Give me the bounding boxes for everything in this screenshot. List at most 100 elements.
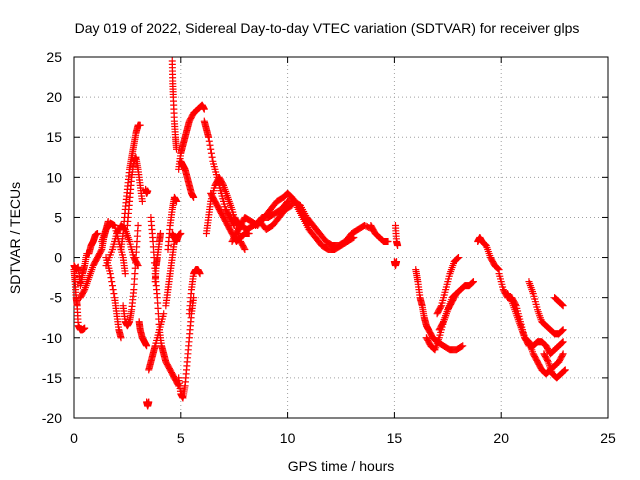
series-trace-r <box>168 57 181 153</box>
grid <box>74 57 608 418</box>
series-trace-ah <box>412 266 467 354</box>
series-trace-aj <box>433 254 462 318</box>
data-point <box>200 105 208 113</box>
y-tick-label: 25 <box>46 49 62 65</box>
data-point <box>190 193 198 201</box>
series-trace-j <box>135 318 151 350</box>
data-point <box>145 398 153 406</box>
data-point <box>241 246 249 254</box>
data-point <box>81 324 89 332</box>
series-trace-u <box>175 294 198 402</box>
data-point <box>459 342 467 350</box>
data-point <box>543 357 551 365</box>
series-trace-ae <box>367 221 392 246</box>
data-point <box>454 254 462 262</box>
data-point <box>469 278 477 286</box>
series-trace-k <box>142 185 152 197</box>
series-trace-w <box>185 266 204 318</box>
x-tick-label: 10 <box>280 430 296 446</box>
data-point <box>110 290 118 298</box>
series-trace-l <box>143 398 153 410</box>
data-point <box>106 270 114 278</box>
data-point <box>559 326 567 334</box>
data-point <box>206 141 214 149</box>
data-point <box>138 197 146 205</box>
data-point <box>108 278 116 286</box>
series-trace-v <box>177 157 198 201</box>
x-tick-label: 15 <box>387 430 403 446</box>
data-point <box>207 145 215 153</box>
y-tick-label: 20 <box>46 89 62 105</box>
series-trace-i <box>123 153 146 229</box>
series-trace-t <box>175 101 208 173</box>
series-trace-ak <box>435 290 460 334</box>
data-point <box>196 270 204 278</box>
series-trace-o <box>151 229 165 286</box>
data-point <box>144 187 152 195</box>
data-point <box>349 234 357 242</box>
axis-ticks: 0 5 10 15 20 25 -20 -15 -10 -5 0 5 10 15 20 25 <box>42 49 616 446</box>
data-points <box>70 57 569 410</box>
data-point <box>558 351 566 359</box>
data-point <box>121 270 129 278</box>
data-point <box>458 342 466 350</box>
y-tick-label: 10 <box>46 169 62 185</box>
data-point <box>561 367 569 375</box>
data-point <box>205 133 213 141</box>
x-tick-label: 20 <box>493 430 509 446</box>
series-trace-aq <box>551 294 567 310</box>
series-trace-ad <box>292 201 358 254</box>
series-trace-af <box>391 221 402 250</box>
data-point <box>208 153 216 161</box>
data-point <box>350 234 358 241</box>
data-point <box>559 338 567 346</box>
data-point <box>177 229 185 237</box>
series-trace-n <box>145 310 168 374</box>
data-point <box>97 247 105 255</box>
data-point <box>219 180 227 188</box>
y-tick-label: -10 <box>42 330 62 346</box>
data-point <box>80 287 88 295</box>
y-tick-label: 5 <box>54 209 62 225</box>
data-point <box>93 229 101 237</box>
series-trace-b <box>70 229 101 290</box>
data-point <box>558 326 566 334</box>
series-trace-al <box>474 234 503 274</box>
series-trace-an <box>504 290 567 358</box>
data-point <box>205 137 213 145</box>
chart-title: Day 019 of 2022, Sidereal Day-to-day VTE… <box>75 20 580 36</box>
data-point <box>469 278 477 286</box>
y-tick-label: 0 <box>54 250 62 266</box>
data-point <box>109 286 117 294</box>
data-point <box>558 301 566 309</box>
y-tick-label: -5 <box>50 290 63 306</box>
data-point <box>143 342 151 350</box>
series-trace-f <box>102 254 125 342</box>
series-trace-h <box>119 221 142 330</box>
data-point <box>468 279 476 287</box>
data-point <box>108 282 116 290</box>
data-point <box>494 265 502 273</box>
data-point <box>134 221 142 229</box>
series-trace-p <box>162 238 178 310</box>
data-point <box>558 339 566 347</box>
data-point <box>452 290 460 298</box>
data-point <box>117 334 125 342</box>
y-tick-label: 15 <box>46 129 62 145</box>
data-point <box>160 310 168 318</box>
data-point <box>240 244 248 252</box>
series-trace-ao <box>525 278 567 338</box>
series-trace-ag <box>390 258 401 270</box>
data-point <box>559 302 567 310</box>
y-tick-label: -15 <box>42 370 62 386</box>
series-trace-s <box>168 229 185 246</box>
data-point <box>394 242 402 250</box>
data-point <box>558 300 566 308</box>
series-trace-ap <box>540 350 569 382</box>
data-point <box>454 254 462 262</box>
data-point <box>558 327 566 335</box>
x-tick-label: 0 <box>70 430 78 446</box>
data-point <box>136 121 144 129</box>
data-point <box>173 197 181 205</box>
